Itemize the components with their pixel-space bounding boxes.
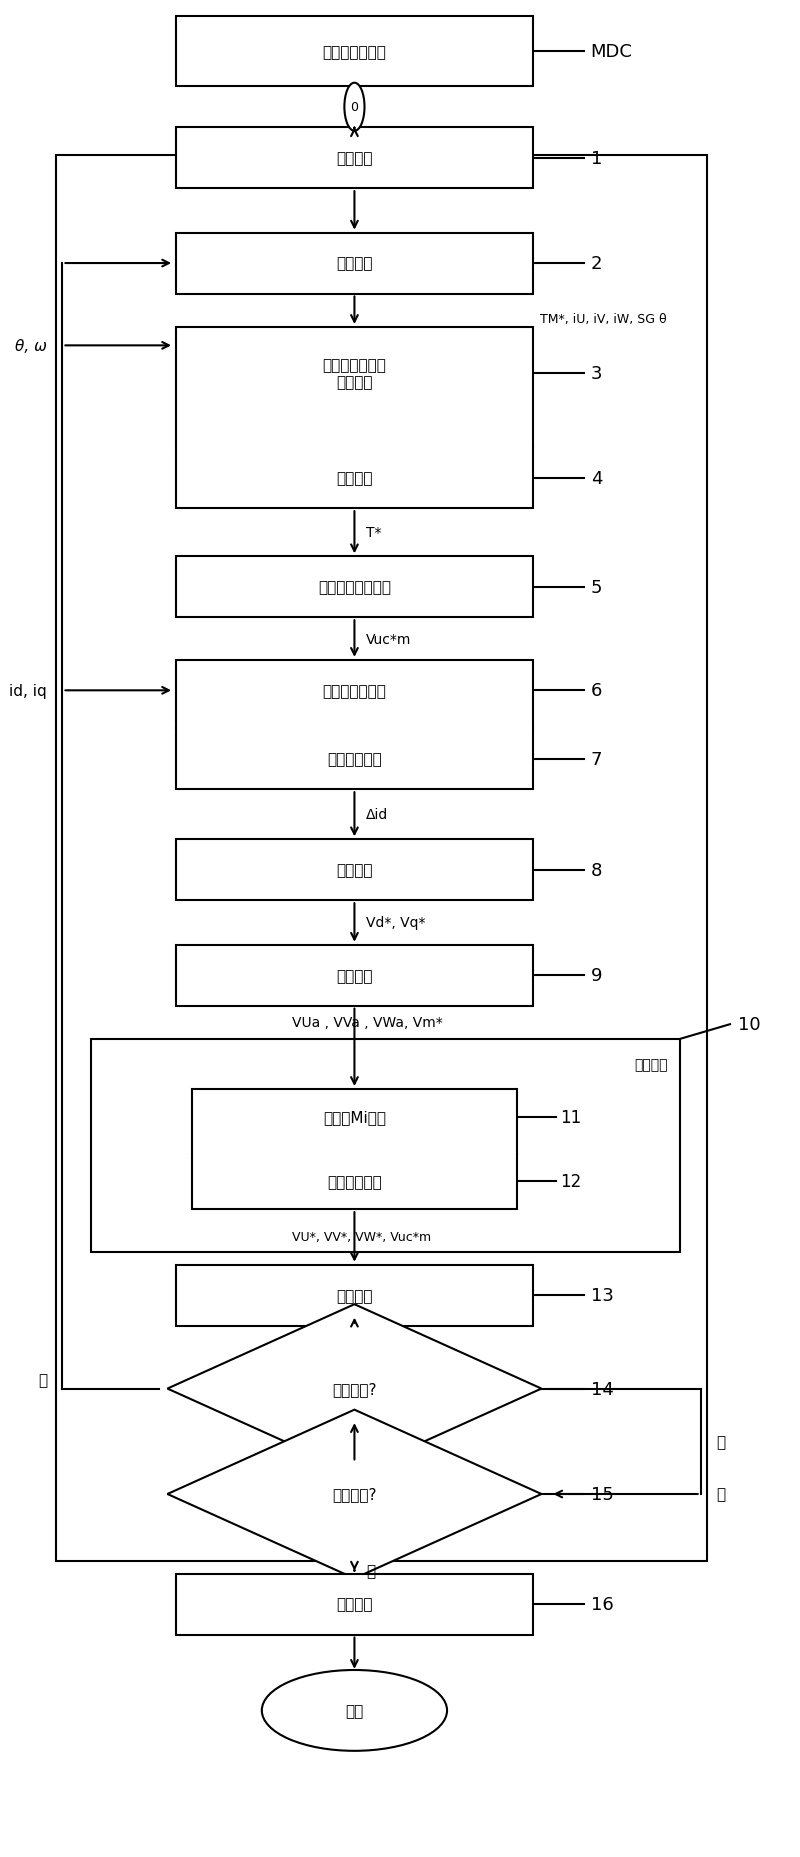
Text: 12: 12 bbox=[560, 1174, 581, 1190]
Text: 4: 4 bbox=[590, 470, 602, 487]
Text: 调制控制: 调制控制 bbox=[634, 1058, 668, 1071]
Text: 是: 是 bbox=[366, 1564, 375, 1578]
Text: 否: 否 bbox=[716, 1434, 725, 1448]
Text: Vuc*m: Vuc*m bbox=[366, 631, 411, 646]
Text: 否: 否 bbox=[716, 1487, 725, 1502]
Text: 是: 是 bbox=[38, 1372, 47, 1387]
Polygon shape bbox=[167, 1409, 542, 1578]
FancyBboxPatch shape bbox=[176, 945, 533, 1006]
Text: 重复定时?: 重复定时? bbox=[332, 1382, 377, 1396]
FancyBboxPatch shape bbox=[192, 1090, 517, 1209]
Text: T*: T* bbox=[366, 526, 382, 540]
FancyBboxPatch shape bbox=[176, 234, 533, 295]
Text: 3: 3 bbox=[590, 366, 602, 383]
Text: 6: 6 bbox=[590, 682, 602, 700]
FancyBboxPatch shape bbox=[176, 1573, 533, 1634]
FancyBboxPatch shape bbox=[176, 1265, 533, 1326]
Text: Δid: Δid bbox=[366, 808, 388, 823]
Text: 0: 0 bbox=[350, 100, 358, 113]
Text: 11: 11 bbox=[560, 1109, 581, 1125]
Text: 转矩修正: 转矩修正 bbox=[336, 472, 373, 487]
Text: 输出更新: 输出更新 bbox=[336, 1289, 373, 1304]
Ellipse shape bbox=[262, 1669, 447, 1751]
Text: 7: 7 bbox=[590, 750, 602, 769]
Text: 9: 9 bbox=[590, 967, 602, 984]
Text: 停止处理: 停止处理 bbox=[336, 1597, 373, 1612]
Text: 调制比Mi计算: 调制比Mi计算 bbox=[323, 1110, 386, 1125]
Circle shape bbox=[344, 84, 365, 132]
Text: 输入读入: 输入读入 bbox=[336, 256, 373, 271]
FancyBboxPatch shape bbox=[176, 557, 533, 618]
Text: 2: 2 bbox=[590, 254, 602, 273]
Text: 停止指示?: 停止指示? bbox=[332, 1487, 377, 1502]
FancyBboxPatch shape bbox=[176, 327, 533, 509]
Text: 计算磁极位置和
旋转速度: 计算磁极位置和 旋转速度 bbox=[322, 358, 386, 390]
Text: 次级目标电压计算: 次级目标电压计算 bbox=[318, 579, 391, 594]
FancyBboxPatch shape bbox=[176, 17, 533, 87]
Text: 10: 10 bbox=[738, 1016, 760, 1034]
Text: 电流反馈值计算: 电流反馈值计算 bbox=[322, 683, 386, 698]
Text: 14: 14 bbox=[590, 1380, 614, 1398]
Text: 13: 13 bbox=[590, 1287, 614, 1304]
Text: TM*, iU, iV, iW, SG θ: TM*, iU, iV, iW, SG θ bbox=[540, 312, 667, 325]
Text: VU*, VV*, VW*, Vuc*m: VU*, VV*, VW*, Vuc*m bbox=[293, 1231, 432, 1244]
Text: 磁场减弱运算: 磁场减弱运算 bbox=[327, 752, 382, 767]
Text: 电动机驱动控制: 电动机驱动控制 bbox=[322, 45, 386, 59]
Text: θ, ω: θ, ω bbox=[15, 338, 47, 353]
Text: 输出运算: 输出运算 bbox=[336, 864, 373, 878]
Text: 15: 15 bbox=[590, 1486, 614, 1502]
Text: 5: 5 bbox=[590, 578, 602, 596]
Text: Vd*, Vq*: Vd*, Vq* bbox=[366, 916, 426, 930]
Text: id, iq: id, iq bbox=[10, 683, 47, 698]
Text: MDC: MDC bbox=[590, 43, 633, 61]
FancyBboxPatch shape bbox=[176, 128, 533, 189]
FancyBboxPatch shape bbox=[176, 661, 533, 789]
Text: 返回: 返回 bbox=[346, 1703, 363, 1718]
FancyBboxPatch shape bbox=[176, 839, 533, 901]
Text: 1: 1 bbox=[590, 150, 602, 167]
Text: 开始处理: 开始处理 bbox=[336, 150, 373, 165]
Text: 8: 8 bbox=[590, 862, 602, 878]
Text: 16: 16 bbox=[590, 1595, 614, 1614]
Text: VUa , VVa , VWa, Vm*: VUa , VVa , VWa, Vm* bbox=[293, 1016, 443, 1031]
Text: 调制区域判定: 调制区域判定 bbox=[327, 1174, 382, 1188]
Text: 三相变换: 三相变换 bbox=[336, 967, 373, 982]
Polygon shape bbox=[167, 1304, 542, 1473]
